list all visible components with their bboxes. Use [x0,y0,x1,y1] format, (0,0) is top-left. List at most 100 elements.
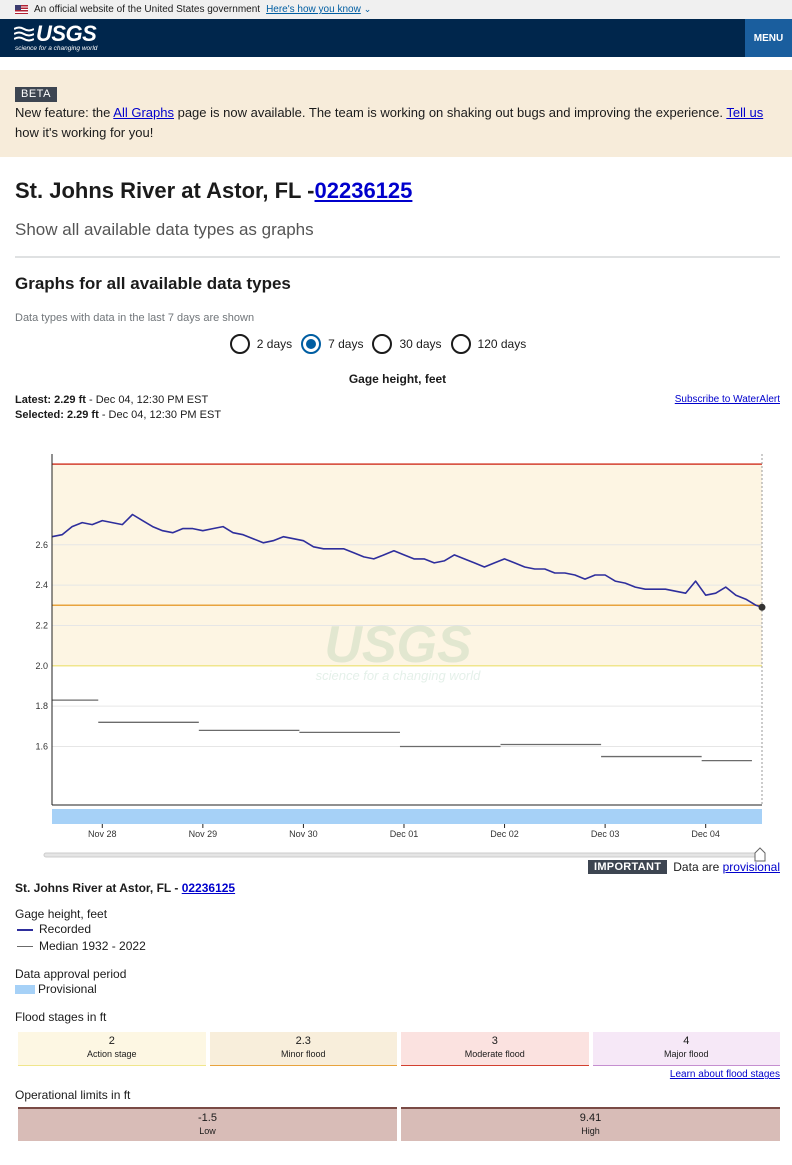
radio-circle[interactable] [301,334,322,354]
legend-site-number-link[interactable]: 02236125 [181,881,236,895]
stage-value: 3 [491,1035,498,1047]
graph-title: Gage height, feet [348,372,447,386]
limit-high: 9.41 High [401,1107,780,1141]
chart-svg[interactable]: USGS science for a changing world 1.6 1.8… [0,442,792,862]
limit-value: -1.5 [198,1112,217,1124]
period-radio-7-days[interactable]: 7 days [301,334,363,354]
radio-circle[interactable] [450,334,471,354]
legend-provisional: Provisional [15,981,780,998]
important-text: Data are [673,860,723,874]
beta-text-3: how it's working for you! [15,125,154,140]
usgs-logo[interactable]: USGS science for a changing world [14,23,97,53]
legend-site-name: St. Johns River at Astor, FL - [15,881,182,895]
graph-meta: Latest: 2.29 ft - Dec 04, 12:30 PM EST S… [15,393,780,423]
y-tick-label: 2.6 [35,540,48,550]
stage-label: Moderate flood [464,1049,525,1059]
subscribe-waterAlert-link[interactable]: Subscribe to WaterAlert [674,394,780,405]
watermark-tagline: science for a changing world [316,668,482,683]
flood-zone-band [52,464,762,666]
latest-point[interactable] [758,603,766,611]
radio-label: 120 days [477,337,527,351]
provisional-swatch [15,985,35,994]
period-selector: 2 days 7 days 30 days 120 days [15,334,780,354]
y-tick-label: 2.2 [35,620,48,630]
section-hint: Data types with data in the last 7 days … [15,312,255,324]
legend-median: Median 1932 - 2022 [17,938,780,955]
period-radio-120-days[interactable]: 120 days [450,334,527,354]
beta-tag: BETA [15,87,57,102]
tell-us-link[interactable]: Tell us [726,105,764,120]
learn-flood-stages-link[interactable]: Learn about flood stages [669,1069,780,1080]
gov-banner: An official website of the United States… [0,0,792,19]
limit-label: High [581,1126,600,1136]
x-tick-label: Nov 28 [88,829,117,839]
radio-label: 30 days [399,337,442,351]
x-tick-label: Dec 01 [390,829,419,839]
flood-stages-title: Flood stages in ft [15,1010,107,1024]
page-subtitle: Show all available data types as graphs [15,220,314,239]
x-tick-label: Dec 03 [591,829,620,839]
us-flag-icon [15,5,28,14]
stage-value: 2 [108,1035,115,1047]
section-title: Graphs for all available data types [15,274,291,293]
important-tag: IMPORTANT [587,860,668,874]
selected-value: Selected: 2.29 ft [15,409,99,421]
flood-stage-major: 4 Major flood [592,1032,780,1066]
all-graphs-link[interactable]: All Graphs [113,105,174,120]
watermark-text: USGS [324,616,472,674]
flood-stages: 2 Action stage 2.3 Minor flood 3 Moderate f… [18,1032,780,1066]
radio-circle[interactable] [372,334,393,354]
stage-label: Major flood [663,1049,709,1059]
watermark: USGS science for a changing world [316,616,482,683]
beta-banner: BETA New feature: the All Graphs page is… [0,70,792,157]
logo-text: USGS [36,21,97,47]
flood-stage-minor: 2.3 Minor flood [209,1032,397,1066]
usgs-waves-icon [14,26,34,42]
how-you-know-link[interactable]: Here's how you know [266,4,361,15]
x-tick-label: Nov 29 [189,829,218,839]
gov-banner-text: An official website of the United States… [34,4,261,15]
radio-circle[interactable] [229,334,250,354]
x-tick-label: Dec 02 [490,829,519,839]
legend-recorded: Recorded [17,921,780,938]
selected-time: - Dec 04, 12:30 PM EST [98,409,222,421]
x-tick-label: Dec 04 [691,829,720,839]
recorded-line [51,513,763,609]
approval-period-bar[interactable] [52,809,762,824]
site-number-link[interactable]: 02236125 [314,178,413,203]
beta-text-1: New feature: the [15,105,114,120]
page-title: St. Johns River at Astor, FL - 02236125 [15,177,780,205]
latest-reading: Latest: 2.29 ft - Dec 04, 12:30 PM EST [15,393,221,408]
provisional-link[interactable]: provisional [722,860,780,874]
y-tick-label: 2.4 [35,580,48,590]
radio-label: 7 days [328,337,364,351]
median-line-swatch [17,945,33,948]
legend-recorded-label: Recorded [39,922,92,936]
flood-stage-action: 2 Action stage [18,1032,206,1066]
limit-label: Low [199,1126,216,1136]
recorded-line-swatch [17,928,33,931]
site-header: USGS science for a changing world MENU [0,19,792,57]
stage-label: Minor flood [280,1049,326,1059]
period-radio-30-days[interactable]: 30 days [372,334,442,354]
y-tick-label: 2.0 [35,661,48,671]
legend-approval-title: Data approval period [15,967,127,981]
gage-height-chart[interactable]: USGS science for a changing world 1.6 1.8… [0,442,792,862]
brush-track[interactable] [43,852,763,858]
operational-limits-title: Operational limits in ft [15,1088,131,1102]
stage-label: Action stage [86,1049,137,1059]
x-tick-label: Nov 30 [289,829,318,839]
brush-slider[interactable] [43,847,766,862]
chevron-down-icon[interactable]: ⌄ [363,4,372,14]
menu-button[interactable]: MENU [745,19,792,57]
selected-reading: Selected: 2.29 ft - Dec 04, 12:30 PM EST [15,408,221,423]
y-tick-label: 1.8 [35,701,48,711]
y-tick-label: 1.6 [35,742,48,752]
brush-handle[interactable] [754,847,766,862]
limit-low: -1.5 Low [18,1107,397,1141]
radio-label: 2 days [256,337,293,351]
period-radio-2-days[interactable]: 2 days [229,334,293,354]
divider [15,256,780,258]
legend-gage-group: Gage height, feet Recorded Median 1932 -… [15,907,780,955]
operational-limits: -1.5 Low 9.41 High [18,1107,780,1141]
